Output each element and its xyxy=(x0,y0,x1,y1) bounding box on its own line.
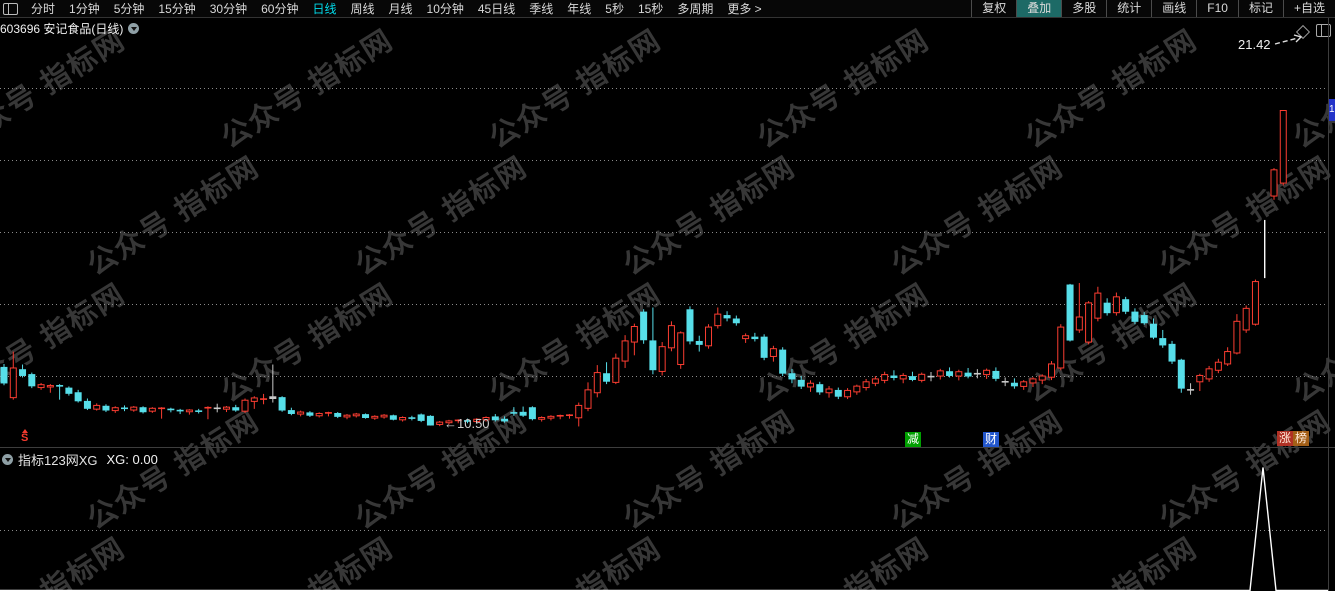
period-tab[interactable]: 5分钟 xyxy=(113,2,145,16)
period-tab[interactable]: 日线 xyxy=(312,2,337,16)
toolbar-button[interactable]: 叠加 xyxy=(1016,0,1062,17)
toolbar-button[interactable]: 标记 xyxy=(1237,0,1283,17)
toolbar-button[interactable]: F10 xyxy=(1196,0,1238,17)
toolbar-right: 复权 叠加 多股 统计 画线 F10 标记 +自选 xyxy=(971,0,1335,17)
latest-price-label: 21.42 xyxy=(1238,37,1271,52)
toolbar: 分时 1分钟 5分钟 15分钟 30分钟 60分钟 日线 周线 月线 10分钟 45日线 季线 年线 5秒… xyxy=(0,0,1335,18)
period-tab[interactable]: 分时 xyxy=(31,2,56,16)
toolbar-button[interactable]: 统计 xyxy=(1106,0,1151,17)
period-tab[interactable]: 15秒 xyxy=(637,2,664,16)
panel-toggle-icon[interactable] xyxy=(1316,24,1331,37)
chevron-down-icon[interactable] xyxy=(2,454,13,465)
xg-indicator-spike-line xyxy=(0,467,1328,591)
period-tab[interactable]: 季线 xyxy=(529,2,554,16)
low-price-label: ←10.50 xyxy=(444,416,490,431)
period-tab[interactable]: 45日线 xyxy=(477,2,516,16)
price-arrow-icon xyxy=(1274,34,1303,45)
price-axis-tag: 1 xyxy=(1329,99,1335,121)
toolbar-button[interactable]: 多股 xyxy=(1061,0,1106,17)
period-tab[interactable]: 月线 xyxy=(388,2,413,16)
period-tab[interactable]: 周线 xyxy=(350,2,375,16)
rank-badge-char: 榜 xyxy=(1293,431,1309,446)
period-tab[interactable]: 多周期 xyxy=(677,2,714,16)
toolbar-button[interactable]: +自选 xyxy=(1282,0,1335,17)
chevron-down-icon[interactable] xyxy=(128,23,140,34)
period-tab[interactable]: 5秒 xyxy=(605,2,624,16)
indicator-value: XG: 0.00 xyxy=(106,452,158,467)
period-tab[interactable]: 10分钟 xyxy=(426,2,464,16)
period-tab[interactable]: 年线 xyxy=(567,2,592,16)
caret-icon xyxy=(21,429,28,433)
period-tab[interactable]: 15分钟 xyxy=(158,2,196,16)
candles-layer xyxy=(0,110,1287,427)
indicator-pane-header: 指标123网XG XG: 0.00 xyxy=(0,450,158,469)
sell-signal-marker: S xyxy=(21,429,28,444)
layout-icon[interactable] xyxy=(3,2,18,15)
toolbar-button[interactable]: 复权 xyxy=(971,0,1016,17)
event-badge[interactable]: 减 xyxy=(905,432,921,447)
rank-badge-char: 涨 xyxy=(1277,431,1293,446)
indicator-name: 指标123网XG xyxy=(18,453,98,468)
event-badge[interactable]: 财 xyxy=(983,432,999,447)
title-row: 603696 安记食品(日线) xyxy=(0,20,140,37)
period-tab[interactable]: 1分钟 xyxy=(69,2,100,16)
period-tab[interactable]: 60分钟 xyxy=(261,2,299,16)
rank-badge[interactable]: 涨榜 xyxy=(1277,431,1309,446)
period-tab[interactable]: 更多 > xyxy=(727,2,762,16)
period-tab[interactable]: 30分钟 xyxy=(209,2,248,16)
gridlines xyxy=(0,88,1328,531)
toolbar-button[interactable]: 画线 xyxy=(1151,0,1196,17)
period-tabs: 分时 1分钟 5分钟 15分钟 30分钟 60分钟 日线 周线 月线 10分钟 45日线 季线 年线 5秒… xyxy=(24,0,769,17)
instrument-title: 603696 安记食品(日线) xyxy=(0,22,124,36)
